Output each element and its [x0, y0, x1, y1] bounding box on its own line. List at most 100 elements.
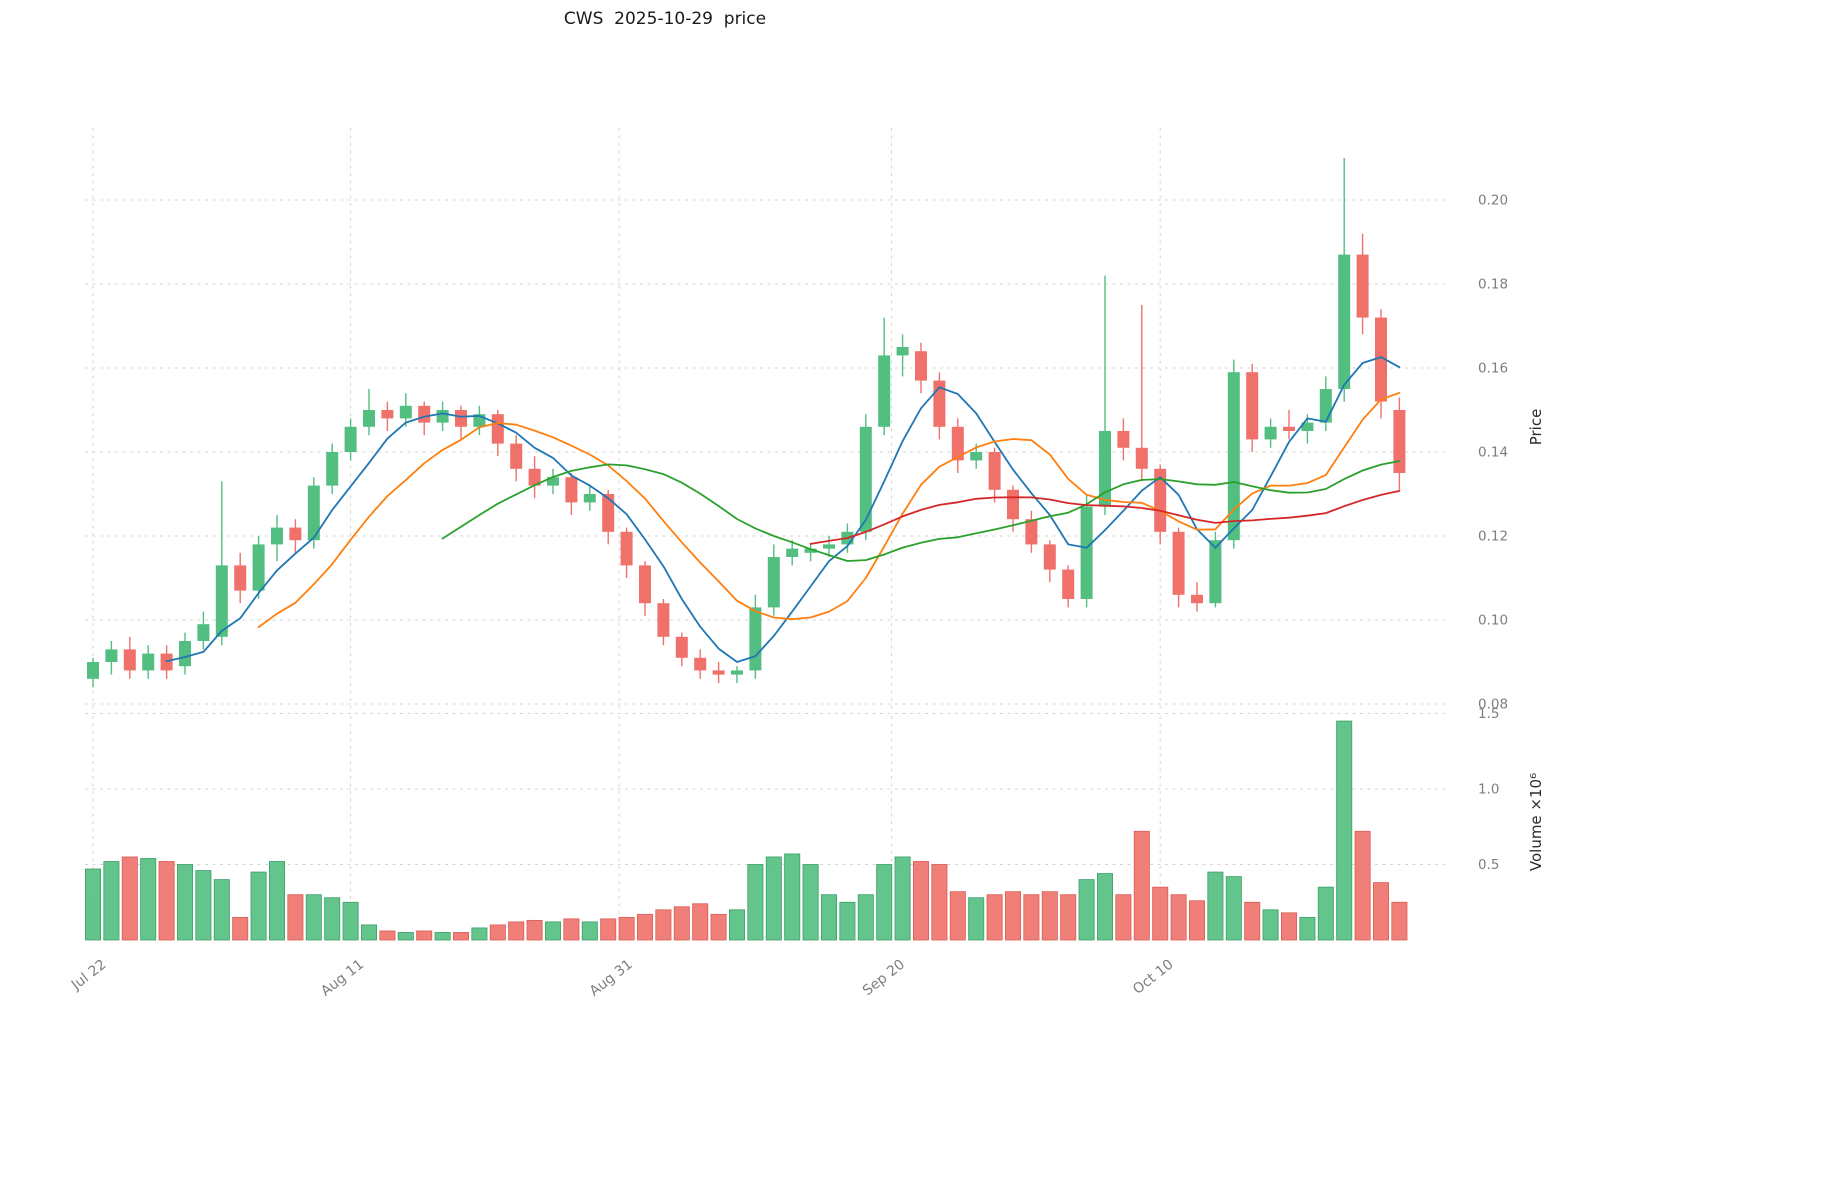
volume-bar	[802, 864, 819, 941]
candle-body	[1264, 426, 1277, 440]
candle	[510, 435, 523, 482]
candle	[1062, 565, 1075, 608]
candle-body	[1356, 254, 1369, 318]
candle-body	[878, 355, 891, 427]
candle-body	[1338, 254, 1351, 389]
candle-body	[252, 544, 265, 591]
candle	[1393, 397, 1406, 490]
volume-bar	[379, 930, 396, 941]
volume-bar	[268, 861, 285, 941]
volume-axis-tick-labels: 0.5 1.0 1.5	[1478, 706, 1499, 873]
candle-body	[1043, 544, 1056, 570]
ma-10-line	[257, 391, 1401, 628]
volume-bar	[526, 919, 543, 941]
candle	[1338, 158, 1351, 402]
volume-bar	[1262, 909, 1279, 941]
candle-body	[455, 410, 467, 427]
price-tick-label: 0.14	[1478, 445, 1508, 461]
candle-body	[399, 405, 412, 419]
candle-body	[326, 452, 339, 486]
volume-bar	[305, 894, 322, 941]
candle	[528, 456, 541, 499]
volume-bar	[416, 930, 433, 941]
candle-body	[915, 351, 927, 381]
candle-body	[142, 653, 155, 671]
volume-bar	[913, 861, 930, 941]
candle	[767, 544, 780, 616]
volume-bars-layer	[85, 720, 1408, 941]
candle	[1283, 410, 1295, 440]
candle-body	[1246, 372, 1259, 440]
volume-tick-label: 1.0	[1478, 782, 1499, 798]
candle-body	[804, 548, 817, 553]
volume-bar	[1170, 894, 1187, 941]
volume-bar	[1373, 882, 1390, 941]
candle-body	[859, 426, 872, 532]
candle-body	[767, 557, 780, 608]
candle-body	[749, 607, 762, 671]
candle	[804, 544, 817, 562]
candlesticks-layer	[87, 158, 1406, 688]
volume-bar	[673, 906, 690, 941]
volume-bar	[1189, 900, 1206, 941]
candle-body	[381, 410, 394, 419]
candle	[1191, 582, 1203, 612]
volume-bar	[692, 903, 709, 941]
candle	[399, 393, 412, 427]
volume-bar	[434, 932, 451, 941]
candle-body	[105, 649, 118, 662]
volume-bar	[213, 879, 230, 941]
candle-body	[418, 405, 431, 423]
candle	[951, 418, 964, 473]
volume-bar	[176, 864, 193, 941]
candle	[179, 632, 191, 675]
price-tick-label: 0.12	[1478, 529, 1508, 545]
volume-bar	[545, 921, 562, 941]
x-axis-tick-labels: Jul 22 Aug 11 Aug 31 Sep 20 Oct 10	[68, 957, 1177, 1000]
volume-bar	[1299, 916, 1316, 941]
volume-bar	[618, 916, 635, 941]
candle-body	[1191, 594, 1203, 604]
candle-body	[344, 426, 357, 452]
candle-body	[1209, 540, 1222, 604]
candle-body	[1172, 531, 1185, 595]
volume-bar	[158, 861, 175, 941]
candle-body	[491, 414, 504, 444]
candle-body	[307, 485, 320, 541]
volume-bar	[195, 870, 212, 941]
candle-body	[1062, 569, 1075, 599]
volume-bar	[360, 924, 377, 941]
price-axis-tick-labels: 0.08 0.10 0.12 0.14 0.16 0.18 0.20	[1478, 193, 1508, 713]
candle	[1043, 540, 1056, 583]
candle-body	[1393, 410, 1406, 473]
x-tick-label: Sep 20	[860, 957, 908, 1000]
candle	[252, 536, 265, 599]
candle-body	[547, 477, 559, 486]
candle	[896, 334, 909, 377]
candle	[620, 527, 633, 578]
candle-body	[1154, 468, 1167, 532]
candle	[344, 418, 357, 461]
candle	[657, 599, 670, 646]
candle	[639, 561, 651, 616]
candle	[565, 473, 578, 515]
price-tick-label: 0.20	[1478, 193, 1508, 209]
volume-bar	[1244, 901, 1261, 941]
volume-bar	[581, 921, 598, 941]
candle-body	[179, 641, 191, 667]
volume-bar	[1005, 891, 1022, 941]
candle-body	[823, 544, 835, 549]
volume-bar	[287, 894, 304, 941]
candle	[547, 468, 559, 494]
candle	[105, 641, 118, 675]
volume-bar	[489, 924, 506, 941]
candle-body	[620, 531, 633, 566]
volume-tick-label: 0.5	[1478, 857, 1499, 873]
candle-body	[234, 565, 247, 591]
price-tick-label: 0.18	[1478, 277, 1508, 293]
price-tick-label: 0.08	[1478, 697, 1508, 713]
volume-bar	[1133, 830, 1150, 941]
volume-bar	[1281, 912, 1298, 941]
candle	[381, 401, 394, 431]
candle	[988, 447, 1001, 503]
